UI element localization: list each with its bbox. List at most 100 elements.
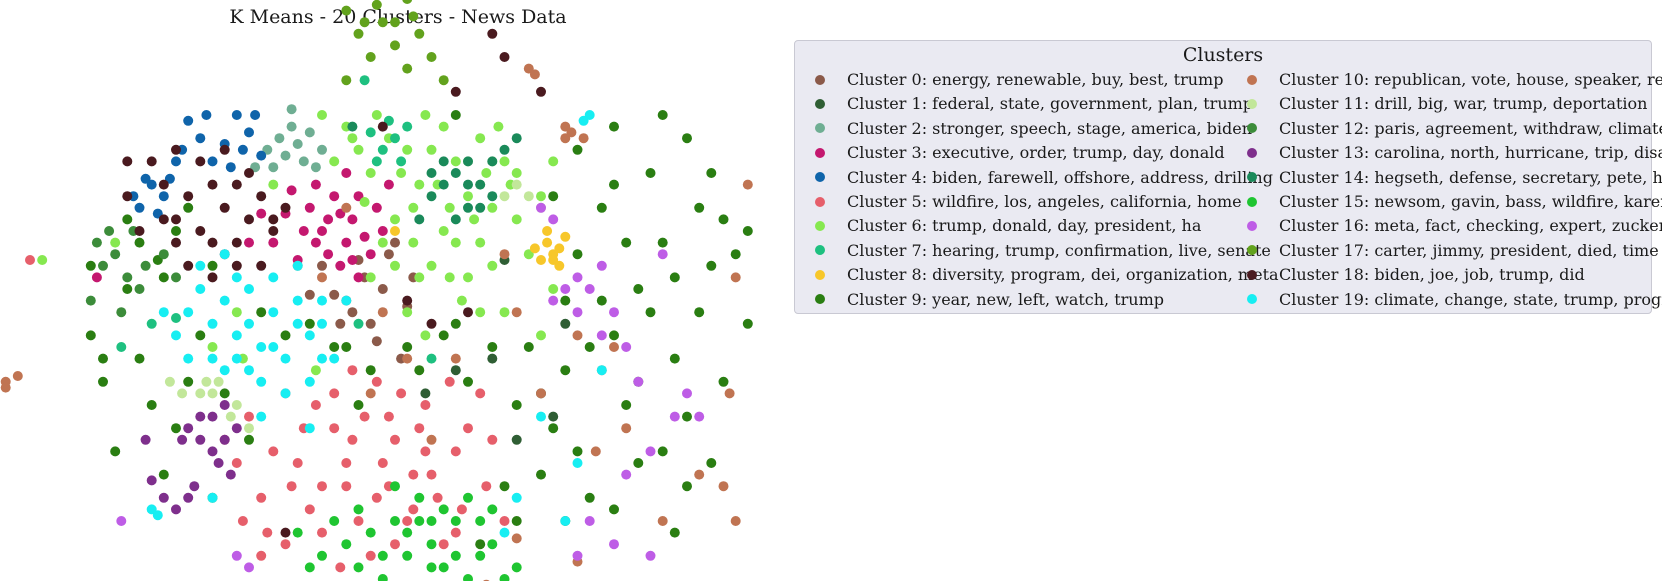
point-cluster-18-17 [146, 156, 157, 167]
point-cluster-18-31 [499, 52, 510, 62]
point-cluster-10-11 [694, 469, 705, 480]
point-cluster-12-5 [104, 226, 115, 236]
point-cluster-5-26 [396, 388, 407, 399]
point-cluster-10-31 [566, 127, 577, 138]
legend-marker-cluster-2 [815, 123, 825, 134]
point-cluster-18-25 [268, 226, 279, 236]
point-cluster-17-12 [390, 17, 400, 28]
point-cluster-5-44 [390, 539, 400, 550]
point-cluster-4-19 [237, 144, 248, 155]
point-cluster-5-33 [262, 527, 273, 538]
point-cluster-15-11 [329, 516, 340, 526]
legend-label-cluster-14: Cluster 14: hegseth, defense, secretary,… [1279, 167, 1662, 187]
point-cluster-9-55 [341, 342, 352, 352]
point-cluster-5-51 [450, 527, 461, 538]
point-cluster-9-20 [572, 144, 583, 155]
point-cluster-6-43 [548, 156, 559, 167]
point-cluster-6-52 [548, 284, 559, 294]
point-cluster-17-4 [414, 28, 425, 39]
legend-item-cluster-14: Cluster 14: hegseth, defense, secretary,… [1247, 166, 1662, 190]
point-cluster-16-20 [231, 550, 242, 561]
point-cluster-14-1 [463, 156, 473, 167]
point-cluster-5-39 [456, 504, 467, 515]
point-cluster-6-55 [402, 307, 413, 318]
point-cluster-9-66 [669, 527, 680, 538]
legend-marker-cluster-4 [815, 172, 825, 183]
point-cluster-14-12 [426, 168, 437, 178]
point-cluster-5-13 [353, 516, 364, 526]
point-cluster-19-35 [207, 492, 218, 503]
legend: Clusters Cluster 0: energy, renewable, b… [794, 40, 1662, 314]
point-cluster-18-8 [256, 191, 267, 202]
point-cluster-6-25 [359, 197, 370, 207]
point-cluster-0-7 [371, 336, 382, 347]
point-cluster-19-41 [536, 411, 546, 422]
point-cluster-9-9 [596, 202, 607, 213]
point-cluster-9-64 [742, 226, 753, 236]
point-cluster-15-14 [317, 550, 327, 561]
legend-marker-cluster-15 [1247, 196, 1257, 207]
point-cluster-6-5 [402, 144, 413, 155]
point-cluster-5-3 [420, 400, 431, 410]
point-cluster-6-50 [310, 365, 321, 376]
point-cluster-18-20 [219, 144, 230, 155]
point-cluster-14-4 [487, 156, 498, 167]
point-cluster-9-3 [633, 284, 644, 294]
point-cluster-6-58 [420, 330, 431, 341]
point-cluster-12-8 [158, 249, 169, 260]
point-cluster-13-16 [177, 434, 188, 445]
legend-item-cluster-12: Cluster 12: paris, agreement, withdraw, … [1247, 117, 1662, 141]
legend-item-cluster-10: Cluster 10: republican, vote, house, spe… [1247, 68, 1662, 92]
point-cluster-11-8 [523, 191, 534, 202]
point-cluster-5-30 [499, 516, 510, 526]
point-cluster-5-35 [414, 423, 425, 434]
legend-marker-cluster-18 [1247, 269, 1257, 280]
point-cluster-9-34 [706, 168, 717, 178]
point-cluster-9-77 [158, 272, 169, 283]
point-cluster-2-0 [292, 139, 303, 149]
point-cluster-2-2 [280, 150, 291, 161]
legend-label-cluster-12: Cluster 12: paris, agreement, withdraw, … [1279, 118, 1662, 138]
point-cluster-9-61 [584, 342, 595, 352]
point-cluster-15-2 [365, 527, 376, 538]
point-cluster-9-4 [657, 237, 668, 248]
point-cluster-9-19 [609, 179, 619, 190]
point-cluster-2-1 [304, 127, 315, 138]
legend-label-cluster-4: Cluster 4: biden, farewell, offshore, ad… [847, 167, 1273, 187]
point-cluster-16-17 [536, 202, 546, 213]
point-cluster-18-28 [402, 295, 413, 306]
point-cluster-6-34 [469, 214, 480, 225]
point-cluster-16-0 [560, 284, 571, 294]
point-cluster-9-51 [85, 260, 96, 271]
point-cluster-6-17 [420, 110, 431, 120]
point-cluster-6-40 [414, 272, 425, 283]
point-cluster-5-31 [383, 411, 394, 422]
point-cluster-14-13 [487, 191, 498, 202]
point-cluster-18-33 [450, 86, 461, 97]
point-cluster-5-12 [268, 446, 279, 457]
point-cluster-17-8 [402, 0, 413, 4]
point-cluster-18-30 [487, 28, 498, 39]
point-cluster-15-23 [450, 516, 461, 526]
point-cluster-9-41 [146, 400, 157, 410]
point-cluster-6-57 [475, 307, 486, 318]
point-cluster-17-5 [377, 17, 388, 28]
point-cluster-4-6 [183, 115, 194, 126]
point-cluster-5-45 [487, 434, 498, 445]
legend-item-cluster-7: Cluster 7: hearing, trump, confirmation,… [815, 239, 1271, 263]
point-cluster-14-11 [511, 133, 522, 144]
series-cluster-14 [347, 121, 522, 225]
point-cluster-2-7 [310, 162, 321, 173]
point-cluster-18-27 [426, 318, 437, 329]
point-cluster-3-27 [347, 255, 358, 265]
point-cluster-4-18 [201, 110, 212, 120]
point-cluster-18-4 [231, 179, 242, 190]
series-cluster-8 [390, 226, 571, 271]
point-cluster-9-60 [487, 342, 498, 352]
point-cluster-18-18 [171, 144, 181, 155]
point-cluster-6-32 [511, 168, 522, 178]
legend-label-cluster-19: Cluster 19: climate, change, state, trum… [1279, 289, 1662, 309]
legend-label-cluster-16: Cluster 16: meta, fact, checking, expert… [1279, 216, 1662, 236]
point-cluster-8-8 [548, 255, 559, 265]
point-cluster-19-17 [280, 388, 291, 399]
